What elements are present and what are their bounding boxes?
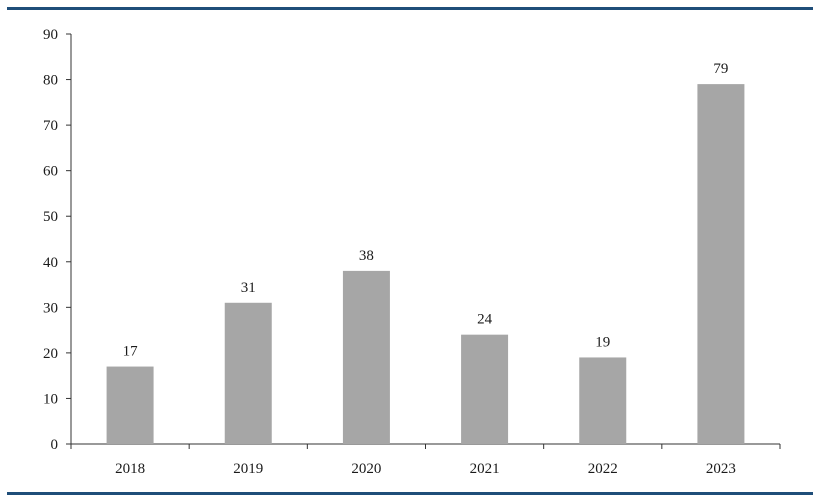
data-label: 17	[123, 344, 139, 360]
x-tick-label: 2019	[233, 461, 263, 477]
bar-2020	[342, 270, 390, 444]
y-tick-label: 0	[51, 437, 59, 453]
y-tick-label: 80	[43, 73, 58, 89]
top-border-rule	[7, 7, 813, 10]
x-tick-label: 2022	[588, 461, 618, 477]
bar-2021	[461, 334, 509, 444]
x-tick-label: 2020	[351, 461, 381, 477]
y-tick-label: 90	[43, 27, 58, 43]
data-label: 31	[241, 280, 256, 296]
data-label: 38	[359, 248, 374, 264]
y-tick-label: 30	[43, 300, 58, 316]
bar-2019	[224, 302, 272, 444]
x-tick-label: 2023	[706, 461, 736, 477]
data-label: 24	[477, 312, 493, 328]
x-tick-label: 2018	[115, 461, 145, 477]
data-label: 19	[595, 334, 610, 350]
bar-2023	[697, 84, 745, 444]
data-labels: 17 31 38 24 19 79	[123, 61, 729, 359]
y-tick-label: 50	[43, 209, 58, 225]
x-axis: 2018 2019 2020 2021 2022 2023	[70, 443, 781, 477]
bar-2022	[579, 357, 627, 444]
y-tick-label: 10	[43, 391, 58, 407]
y-tick-label: 20	[43, 346, 58, 362]
bars	[106, 84, 745, 444]
x-tick-label: 2021	[470, 461, 500, 477]
y-tick-label: 70	[43, 118, 58, 134]
y-axis: 0 10 20 30 40 50 60 70 80 90	[43, 27, 72, 453]
y-tick-label: 60	[43, 164, 58, 180]
bottom-border-rule	[7, 492, 813, 495]
bar-2018	[106, 366, 154, 444]
data-label: 79	[713, 61, 728, 77]
y-tick-label: 40	[43, 255, 58, 271]
